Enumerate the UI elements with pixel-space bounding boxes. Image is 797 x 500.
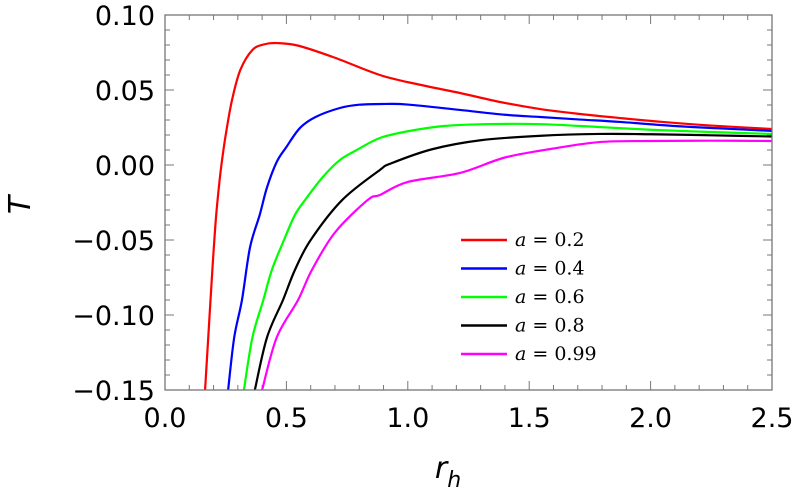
y-tick-label: 0.10 xyxy=(95,1,155,32)
legend-label: a = 0.6 xyxy=(515,286,585,308)
series-line-0-4 xyxy=(227,102,772,390)
y-tick-labels: 0.10 0.05 0.00 −0.05 −0.10 −0.15 xyxy=(72,1,155,407)
y-tick-label: 0.00 xyxy=(95,151,155,182)
legend-item: a = 0.99 xyxy=(461,343,597,365)
legend-item: a = 0.2 xyxy=(461,229,585,251)
x-axis-label: rh xyxy=(435,451,461,493)
legend-item: a = 0.6 xyxy=(461,286,585,308)
legend-item: a = 0.8 xyxy=(461,315,585,337)
y-tick-label: −0.10 xyxy=(72,301,155,332)
y-axis-label: T xyxy=(3,193,38,214)
series-line-0-2 xyxy=(203,41,772,390)
x-tick-label: 1.5 xyxy=(508,403,551,434)
x-tick-label: 1.0 xyxy=(386,403,429,434)
x-tick-labels: 0.0 0.5 1.0 1.5 2.0 2.5 xyxy=(144,403,794,434)
series-line-0-6 xyxy=(242,122,772,390)
x-tick-label: 2.5 xyxy=(751,403,794,434)
x-axis-label-subscript: h xyxy=(447,468,461,493)
plot-curves xyxy=(203,41,772,390)
x-tick-label: 2.0 xyxy=(629,403,672,434)
legend: a = 0.2 a = 0.4 a = 0.6 a = 0.8 a = 0.99 xyxy=(461,229,597,365)
x-axis-label-main: r xyxy=(435,451,449,486)
legend-label: a = 0.4 xyxy=(515,258,585,280)
legend-label: a = 0.99 xyxy=(515,343,597,365)
x-tick-label: 0.5 xyxy=(265,403,308,434)
plot-frame xyxy=(164,14,773,391)
y-tick-label: 0.05 xyxy=(95,76,155,107)
legend-item: a = 0.4 xyxy=(461,258,585,280)
legend-label: a = 0.8 xyxy=(515,315,585,337)
y-tick-label: −0.15 xyxy=(72,376,155,407)
axis-ticks xyxy=(164,14,773,391)
legend-label: a = 0.2 xyxy=(515,229,585,251)
series-line-0-99 xyxy=(261,139,772,390)
x-tick-label: 0.0 xyxy=(144,403,187,434)
series-line-0-8 xyxy=(253,132,772,390)
y-tick-label: −0.05 xyxy=(72,226,155,257)
